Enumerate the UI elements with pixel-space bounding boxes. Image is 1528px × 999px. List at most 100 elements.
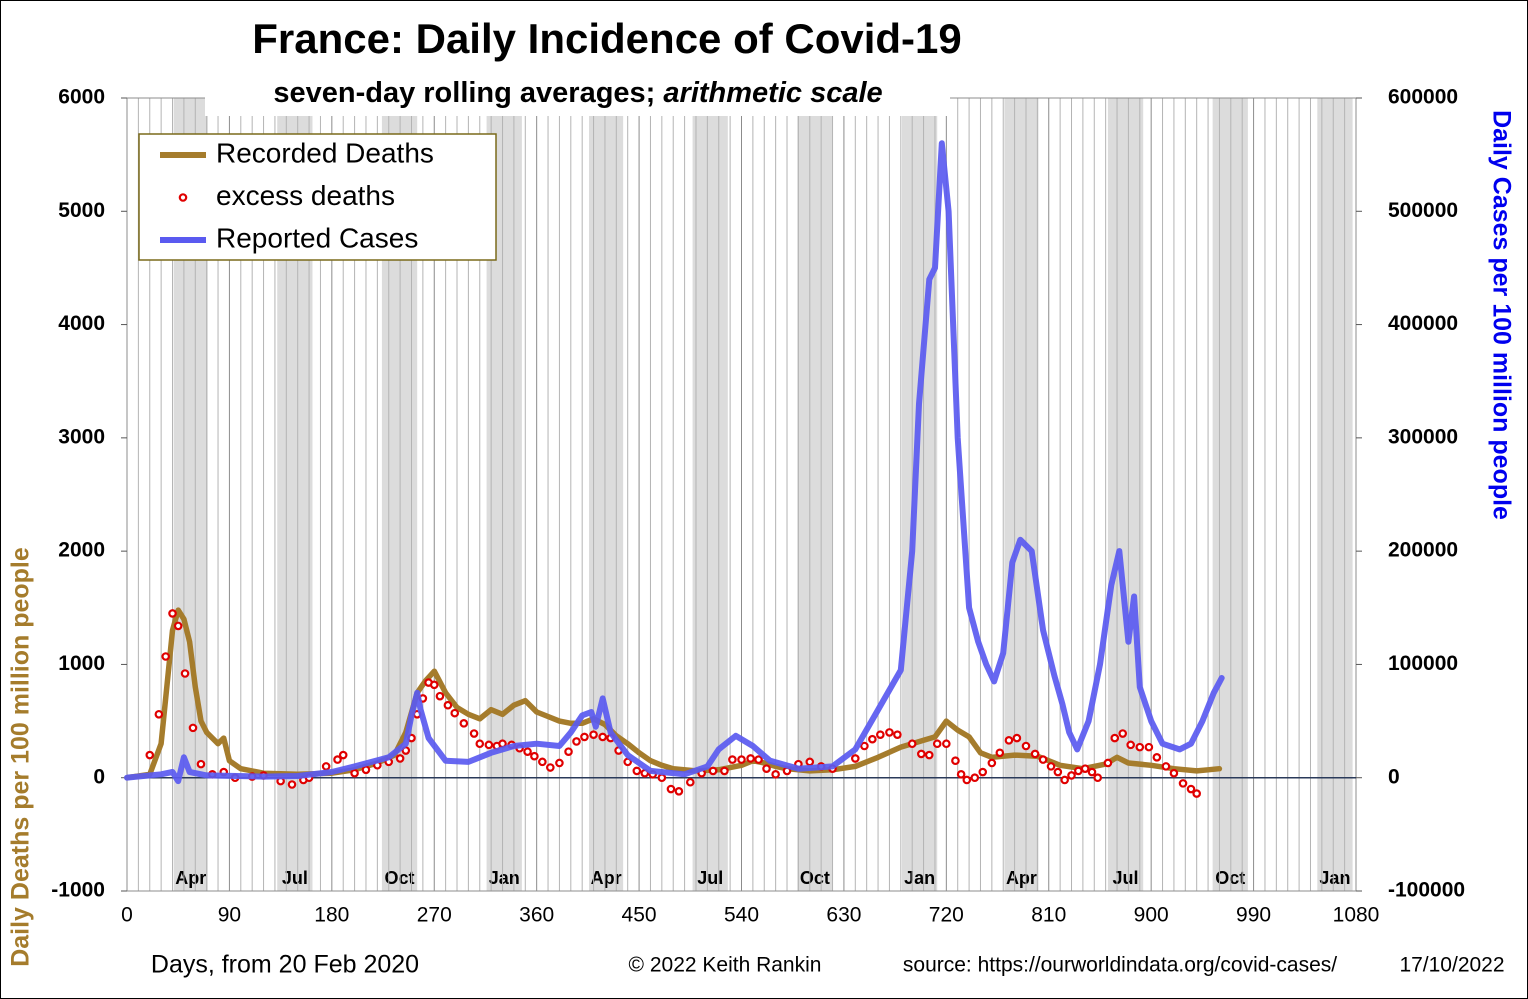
excess-death-point [754,755,763,764]
excess-death-point [173,621,183,631]
y-tick-label: 2000 [58,539,105,562]
y-tick-label: 6000 [58,86,105,109]
excess-death-point [1169,768,1179,778]
excess-death-point [538,757,547,767]
excess-death-point [443,700,453,710]
x-tick-label: 540 [724,904,759,927]
excess-death-point [435,691,445,701]
excess-death-point [1053,767,1063,777]
excess-death-point [932,739,942,749]
x-tick-label: 900 [1134,904,1169,927]
excess-death-point [956,770,966,779]
month-label: Oct [1215,868,1245,888]
month-label: Jan [489,868,520,888]
excess-death-point [1021,741,1031,751]
month-band [589,98,624,891]
x-tick-label: 270 [417,904,452,927]
excess-death-point [666,784,676,794]
y-tick-label: 4000 [58,312,105,335]
excess-death-point [1038,755,1048,764]
subtitle-italic: arithmetic scale [663,77,882,109]
excess-death-point [805,757,815,767]
excess-death-point [951,756,960,766]
excess-death-point [395,754,405,763]
legend-label: excess deaths [216,180,395,211]
month-label: Jul [282,868,308,888]
excess-death-point [1012,733,1022,743]
excess-death-point [1178,779,1188,788]
excess-death-point [674,787,684,796]
excess-death-point [728,755,737,764]
excess-death-point [1074,766,1083,776]
excess-death-point [350,768,359,778]
excess-death-point [850,754,860,763]
y2-tick-label: 300000 [1388,425,1458,448]
excess-death-point [978,767,988,777]
x-tick-label: 720 [929,904,964,927]
x-tick-label: 180 [314,904,349,927]
excess-death-point [657,773,667,783]
excess-death-point [484,740,494,750]
excess-death-point [737,755,746,764]
excess-death-point [632,766,642,776]
excess-death-point [907,739,917,749]
subtitle-plain: seven-day rolling averages; [273,77,655,109]
x-tick-label: 630 [826,904,861,927]
chart-title: France: Daily Incidence of Covid-19 [252,15,962,62]
excess-death-point [962,775,972,785]
source: source: https://ourworldindata.org/covid… [903,954,1337,977]
excess-death-point [1103,758,1113,768]
excess-death-point [924,750,934,760]
excess-death-point [145,750,155,760]
y2-tick-label: 0 [1388,765,1400,788]
y-tick-label: 5000 [58,199,105,222]
y-axis-title: Daily Deaths per 100 million people [7,547,35,967]
excess-death-point [333,755,342,764]
excess-death-point [168,609,177,618]
excess-death-point [970,773,980,783]
excess-death-point [995,748,1005,758]
excess-death-point [154,709,164,719]
x-tick-label: 1080 [1333,904,1380,927]
legend-swatch [178,193,188,202]
excess-death-point [1135,742,1145,752]
excess-death-point [1030,749,1040,759]
y2-tick-label: -100000 [1388,879,1465,902]
legend: Recorded Deaths excess deaths Reported Cas… [138,133,497,261]
excess-death-point [1110,733,1120,743]
excess-death-point [589,730,598,739]
excess-death-point [1192,789,1201,798]
x-axis-title: Days, from 20 Feb 2020 [151,951,419,979]
excess-death-point [1144,742,1154,752]
x-tick-label: 990 [1236,904,1271,927]
credit: © 2022 Keith Rankin [629,954,822,977]
excess-death-point [885,728,894,737]
x-tick-label: 0 [121,904,133,927]
month-label: Apr [1006,868,1037,888]
excess-death-point [771,770,780,779]
excess-death-point [361,765,371,775]
excess-death-point [1126,740,1135,750]
legend-label: Reported Cases [216,222,418,253]
month-label: Oct [800,868,830,888]
chart-subtitle: seven-day rolling averages; arithmetic s… [273,77,882,109]
excess-death-point [1087,767,1097,777]
excess-death-point [196,759,206,769]
excess-death-point [1067,771,1076,780]
excess-death-point [523,747,532,756]
excess-death-point [1161,762,1171,771]
excess-death-point [555,758,564,768]
month-label: Apr [591,868,622,888]
y2-tick-label: 400000 [1388,312,1458,335]
excess-death-point [1152,753,1162,762]
y-tick-label: 0 [93,765,105,788]
excess-death-point [338,750,348,760]
excess-death-point [459,719,469,728]
month-label: Jan [1319,868,1350,888]
excess-death-point [916,749,926,759]
y2-tick-label: 100000 [1388,652,1458,675]
x-tick-label: 450 [622,904,657,927]
excess-death-point [720,766,729,776]
excess-death-point [530,751,539,761]
excess-death-point [287,780,297,789]
